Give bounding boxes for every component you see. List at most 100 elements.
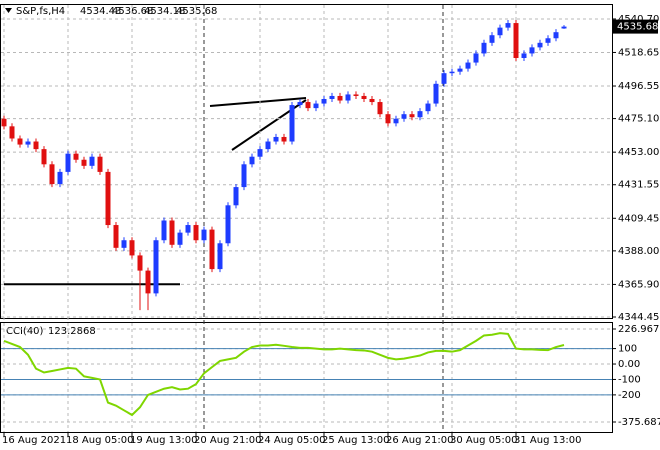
candle-body bbox=[433, 83, 439, 104]
candle-body bbox=[313, 103, 319, 109]
y-tick-label: 4344.45 bbox=[618, 312, 659, 323]
x-tick-label: 18 Aug 05:00 bbox=[66, 435, 133, 446]
y-tick-label: 4388.00 bbox=[618, 246, 659, 257]
candle-body bbox=[137, 255, 143, 271]
candle-body bbox=[545, 38, 551, 43]
y-tick-label: 4365.90 bbox=[618, 279, 659, 290]
y-tick-label: -200 bbox=[618, 390, 641, 401]
candle-body bbox=[57, 171, 63, 185]
menu-arrow[interactable] bbox=[5, 8, 12, 13]
candle-body bbox=[489, 35, 495, 43]
candle-body bbox=[441, 73, 447, 84]
candle-body bbox=[177, 232, 183, 245]
candle-body bbox=[473, 53, 479, 63]
y-tick-label: 4475.10 bbox=[618, 114, 659, 125]
x-tick-label: 25 Aug 13:00 bbox=[322, 435, 389, 446]
candle-body bbox=[305, 102, 311, 109]
candle-body bbox=[1, 118, 7, 127]
candle-body bbox=[33, 141, 39, 150]
candle-body bbox=[49, 164, 55, 185]
candle-body bbox=[281, 136, 287, 142]
candle-body bbox=[225, 205, 231, 244]
y-tick-label: 4431.55 bbox=[618, 180, 659, 191]
candle-body bbox=[385, 114, 391, 124]
candle-body bbox=[161, 220, 167, 241]
cci-line bbox=[3, 332, 565, 417]
candle-body bbox=[409, 114, 415, 118]
candle-body bbox=[105, 171, 111, 226]
candle-body bbox=[121, 240, 127, 248]
candle-body bbox=[465, 62, 471, 69]
x-tick-label: 30 Aug 05:00 bbox=[450, 435, 517, 446]
candle-body bbox=[17, 138, 23, 145]
y-tick-label: 226.9672 bbox=[618, 324, 660, 335]
candle-body bbox=[209, 229, 215, 270]
candle-body bbox=[73, 153, 79, 160]
candle-body bbox=[97, 156, 103, 172]
candle-body bbox=[401, 114, 407, 119]
ohlc-open: 4534.43 bbox=[80, 6, 121, 17]
candle-body bbox=[393, 118, 399, 124]
y-tick-label: 0.00 bbox=[618, 359, 640, 370]
candle-body bbox=[361, 95, 367, 100]
x-tick-label: 19 Aug 13:00 bbox=[130, 435, 197, 446]
candle-body bbox=[241, 164, 247, 188]
candle-body bbox=[353, 94, 359, 96]
y-tick-label: -100 bbox=[618, 374, 641, 385]
candle-body bbox=[329, 95, 335, 100]
cci-label: CCI(40) bbox=[6, 326, 44, 337]
candle-body bbox=[217, 243, 223, 270]
y-tick-label: 4540.70 bbox=[618, 14, 659, 25]
cci-panel bbox=[0, 322, 613, 433]
candle-body bbox=[337, 95, 343, 101]
y-tick-label: 4453.00 bbox=[618, 147, 659, 158]
x-tick-label: 20 Aug 21:00 bbox=[194, 435, 261, 446]
symbol: S&P,fs,H4 bbox=[16, 6, 65, 17]
candle-body bbox=[513, 23, 519, 58]
ohlc-close: 4535.68 bbox=[176, 6, 217, 17]
candle-body bbox=[289, 105, 295, 142]
candle-body bbox=[145, 270, 151, 294]
candle-body bbox=[553, 32, 559, 39]
y-tick-label: 4518.65 bbox=[618, 47, 659, 58]
candle-body bbox=[505, 23, 511, 28]
candle-body bbox=[265, 141, 271, 150]
x-tick-label: 31 Aug 13:00 bbox=[514, 435, 581, 446]
candle-body bbox=[9, 126, 15, 139]
candle-body bbox=[345, 94, 351, 101]
y-tick-label: 100 bbox=[618, 344, 637, 355]
x-tick-label: 24 Aug 05:00 bbox=[258, 435, 325, 446]
candle-body bbox=[297, 102, 303, 106]
x-tick-label: 26 Aug 21:00 bbox=[386, 435, 453, 446]
candle-body bbox=[25, 141, 31, 145]
candle-body bbox=[449, 71, 455, 74]
candle-body bbox=[497, 27, 503, 36]
candle-body bbox=[65, 153, 71, 172]
candle-body bbox=[129, 240, 135, 256]
candle-body bbox=[425, 103, 431, 112]
main-panel bbox=[0, 4, 613, 319]
candle-body bbox=[113, 225, 119, 248]
candle-body bbox=[529, 47, 535, 54]
candle-body bbox=[457, 68, 463, 72]
candle-body bbox=[41, 149, 47, 165]
y-tick-label: -375.6877 bbox=[618, 417, 660, 428]
trend-line bbox=[209, 97, 307, 107]
candle-body bbox=[561, 26, 567, 29]
candle-body bbox=[233, 187, 239, 206]
price-box bbox=[613, 19, 658, 34]
candle-body bbox=[273, 136, 279, 142]
candle-body bbox=[169, 220, 175, 245]
candle-body bbox=[377, 102, 383, 115]
candle-body bbox=[89, 156, 95, 166]
candle-body bbox=[257, 149, 263, 157]
candle-body bbox=[537, 42, 543, 48]
x-tick-label: 16 Aug 2021 bbox=[2, 435, 66, 446]
y-tick-label: 4409.45 bbox=[618, 213, 659, 224]
ohlc-high: 4536.68 bbox=[112, 6, 153, 17]
y-tick-label: 4496.55 bbox=[618, 81, 659, 92]
candle-body bbox=[193, 225, 199, 241]
candle-body bbox=[417, 111, 423, 118]
